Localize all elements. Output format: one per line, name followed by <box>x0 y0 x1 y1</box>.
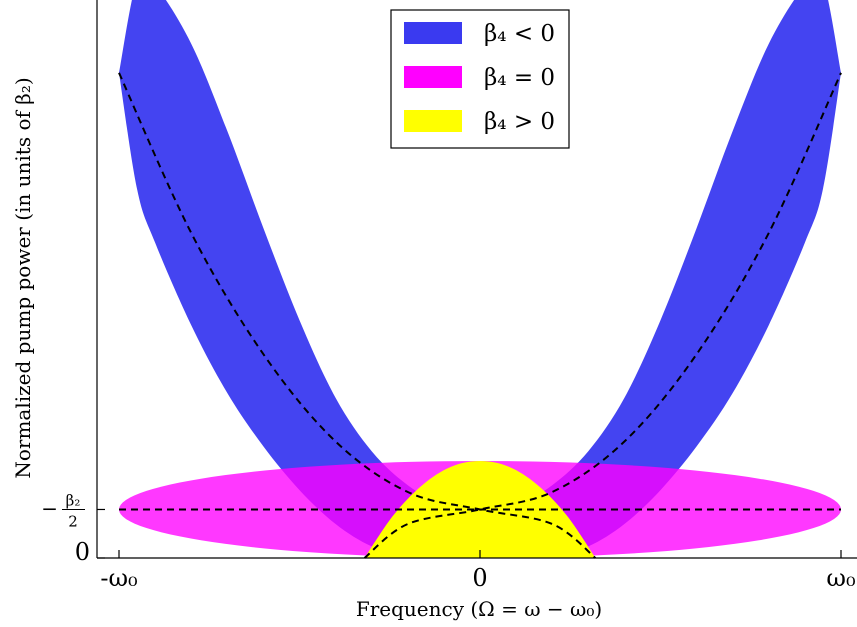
dashed-rising-parabola <box>363 72 842 559</box>
band-beta4-negative <box>119 0 841 559</box>
legend: β₄ < 0 β₄ = 0 β₄ > 0 <box>390 9 570 149</box>
axes-frame <box>96 0 857 559</box>
legend-swatch <box>404 110 462 132</box>
y-axis-label: Normalized pump power (in units of β₂) <box>11 77 35 478</box>
dashed-falling-parabola <box>118 72 597 559</box>
legend-swatch <box>404 66 462 88</box>
y-tick-label-numerator: β₂ <box>66 491 81 509</box>
legend-entries: β₄ < 0 β₄ = 0 β₄ > 0 <box>404 21 555 135</box>
y-tick-label-sign: − <box>41 496 58 520</box>
x-tick-label: 0 <box>472 564 487 592</box>
y-tick-label: 0 <box>75 538 90 566</box>
guide-line-layer <box>118 72 842 559</box>
legend-entry-label: β₄ < 0 <box>484 21 555 47</box>
legend-entry-label: β₄ = 0 <box>484 65 555 91</box>
x-tick-label: ω₀ <box>826 564 855 592</box>
legend-entry-label: β₄ > 0 <box>484 109 555 135</box>
x-tick-label: -ω₀ <box>100 564 137 592</box>
y-tick-label-denominator: 2 <box>68 512 78 530</box>
tick-layer: -ω₀ 0 ω₀0− β₂2 <box>41 491 855 592</box>
x-axis-label: Frequency (Ω = ω − ω₀) <box>356 597 602 621</box>
legend-swatch <box>404 22 462 44</box>
